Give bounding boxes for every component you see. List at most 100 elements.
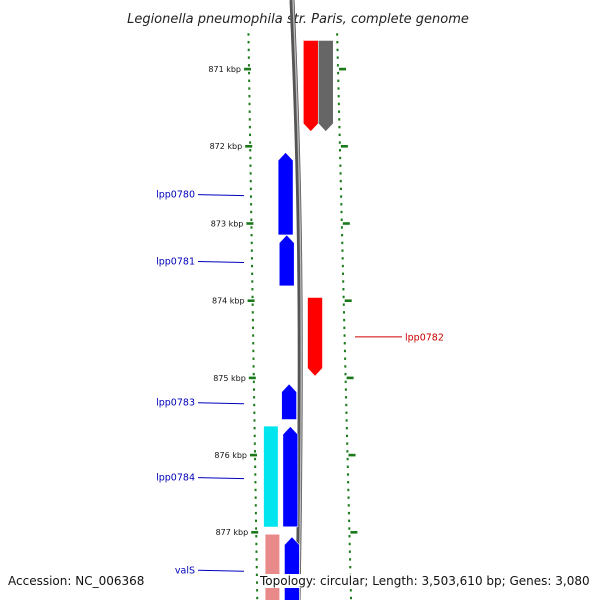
minor-tick-left xyxy=(248,79,251,82)
minor-tick-right xyxy=(341,241,344,245)
minor-tick-right xyxy=(341,249,344,252)
minor-tick-right xyxy=(342,303,345,306)
gene-label-lpp0782: lpp0782 xyxy=(405,332,444,343)
minor-tick-left xyxy=(253,426,256,430)
minor-tick-left xyxy=(255,542,258,546)
minor-tick-right xyxy=(345,419,348,422)
minor-tick-right xyxy=(343,326,346,330)
minor-tick-right xyxy=(343,334,346,337)
minor-tick-right xyxy=(345,426,348,430)
backbone-highlight xyxy=(292,0,302,600)
minor-tick-right xyxy=(344,388,347,391)
minor-tick-left xyxy=(251,303,254,306)
map-title: Legionella pneumophila str. Paris, compl… xyxy=(127,12,469,27)
minor-tick-left xyxy=(255,565,258,569)
minor-tick-right xyxy=(343,349,346,353)
minor-tick-left xyxy=(247,48,250,52)
minor-tick-right xyxy=(337,87,340,90)
minor-tick-right xyxy=(337,102,340,106)
minor-tick-right xyxy=(343,318,346,322)
feature-block xyxy=(302,40,319,132)
accession-text: Accession: NC_006368 xyxy=(8,574,145,588)
major-tick-right xyxy=(339,67,346,71)
minor-tick-left xyxy=(247,64,250,67)
minor-tick-left xyxy=(249,187,252,191)
minor-tick-right xyxy=(346,442,349,445)
minor-tick-right xyxy=(349,589,352,592)
gene-lpp0784 xyxy=(282,425,299,528)
minor-tick-left xyxy=(255,519,258,523)
minor-tick-right xyxy=(349,565,352,569)
minor-tick-right xyxy=(347,504,350,507)
minor-tick-left xyxy=(250,203,253,206)
minor-tick-left xyxy=(249,133,252,137)
minor-tick-right xyxy=(344,365,347,368)
minor-tick-right xyxy=(342,288,345,291)
major-tick-left xyxy=(248,376,256,380)
minor-tick-right xyxy=(339,179,342,183)
minor-tick-right xyxy=(346,434,349,438)
minor-tick-right xyxy=(344,380,347,384)
minor-tick-left xyxy=(253,396,256,399)
feature-block xyxy=(265,534,280,600)
minor-tick-left xyxy=(252,365,255,368)
minor-tick-right xyxy=(344,357,347,360)
minor-tick-left xyxy=(252,380,255,384)
minor-tick-left xyxy=(252,334,255,337)
minor-tick-right xyxy=(340,195,343,198)
minor-tick-right xyxy=(339,187,342,191)
minor-tick-left xyxy=(253,450,256,453)
minor-tick-right xyxy=(338,110,341,113)
gene-label-lpp0784: lpp0784 xyxy=(156,473,195,484)
minor-tick-left xyxy=(255,550,258,553)
minor-tick-right xyxy=(345,396,348,399)
minor-tick-left xyxy=(248,102,251,106)
minor-tick-right xyxy=(349,558,352,561)
minor-tick-right xyxy=(345,411,348,414)
minor-tick-right xyxy=(342,311,345,314)
minor-tick-left xyxy=(252,326,255,330)
minor-tick-left xyxy=(254,511,257,515)
minor-tick-left xyxy=(250,233,253,237)
minor-tick-right xyxy=(348,550,351,553)
backbone-line xyxy=(289,0,303,600)
gene-label-valS: valS xyxy=(175,565,195,576)
major-tick-right xyxy=(342,222,350,225)
minor-tick-right xyxy=(338,149,341,152)
minor-tick-left xyxy=(250,218,253,221)
minor-tick-left xyxy=(249,156,252,160)
minor-tick-left xyxy=(254,465,257,468)
minor-tick-right xyxy=(336,64,339,67)
kbp-label: 872 kbp xyxy=(210,142,243,151)
minor-tick-left xyxy=(251,295,254,299)
minor-tick-right xyxy=(350,596,353,600)
minor-tick-left xyxy=(251,318,254,322)
minor-tick-right xyxy=(342,295,345,299)
kbp-label: 876 kbp xyxy=(214,451,247,460)
label-leader-line xyxy=(197,477,245,480)
minor-tick-right xyxy=(348,542,351,546)
tick-dots xyxy=(247,33,353,600)
minor-tick-left xyxy=(248,95,251,98)
backbone-arc xyxy=(289,0,303,600)
minor-tick-left xyxy=(252,372,255,376)
minor-tick-left xyxy=(254,457,257,461)
minor-tick-left xyxy=(249,195,252,198)
minor-tick-right xyxy=(338,118,341,121)
minor-tick-left xyxy=(255,558,258,561)
kbp-label: 877 kbp xyxy=(216,528,249,537)
minor-tick-left xyxy=(247,40,250,44)
minor-tick-right xyxy=(348,519,351,523)
minor-tick-left xyxy=(249,164,252,167)
minor-tick-right xyxy=(348,527,351,530)
minor-tick-right xyxy=(337,95,340,98)
minor-tick-left xyxy=(252,342,255,345)
kbp-label: 874 kbp xyxy=(212,297,245,306)
minor-tick-left xyxy=(250,226,253,229)
minor-tick-left xyxy=(248,118,251,121)
minor-tick-left xyxy=(255,573,258,577)
kbp-label: 875 kbp xyxy=(213,374,246,383)
gene-label-lpp0780: lpp0780 xyxy=(156,190,195,201)
major-tick-left xyxy=(245,145,253,148)
gene-label-lpp0781: lpp0781 xyxy=(156,256,195,267)
